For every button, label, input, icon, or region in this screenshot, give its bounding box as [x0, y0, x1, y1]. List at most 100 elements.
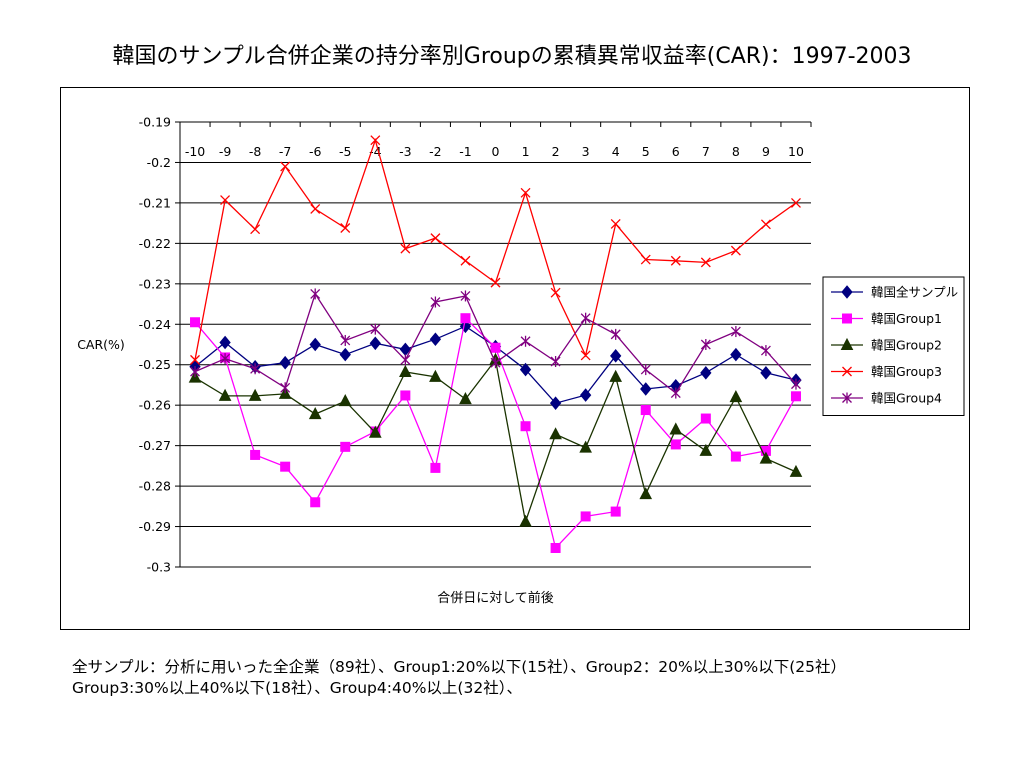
data-point — [610, 349, 622, 363]
legend-marker — [842, 366, 852, 377]
series-4 — [190, 288, 801, 399]
data-point — [460, 290, 471, 302]
legend-label: 韓国Group1 — [871, 311, 942, 326]
legend-item: 韓国全サンプル — [831, 285, 958, 300]
slide-title: 韓国のサンプル合併企業の持分率別Groupの累積異常収益率(CAR)：1997-… — [112, 44, 912, 69]
y-tick-label: -0.21 — [139, 195, 171, 210]
x-tick-label: -3 — [399, 144, 411, 159]
data-point — [490, 342, 501, 353]
data-point — [429, 332, 442, 347]
series-2 — [188, 352, 803, 527]
data-point — [670, 255, 681, 266]
legend-item: 韓国Group2 — [831, 338, 942, 353]
data-point — [279, 355, 291, 370]
data-point — [549, 396, 562, 410]
x-tick-label: -7 — [279, 144, 291, 159]
y-tick-label: -0.19 — [139, 115, 171, 130]
data-point — [429, 369, 442, 382]
data-point — [730, 347, 742, 362]
footnote: 全サンプル：分析に用いった全企業（89社）、Group1:20%以下(15社）、… — [72, 657, 846, 699]
data-point — [460, 313, 471, 324]
data-point — [250, 224, 261, 235]
x-tick-label: -6 — [309, 144, 322, 159]
legend-label: 韓国全サンプル — [871, 285, 958, 300]
footnote-line-1: 全サンプル：分析に用いった全企業（89社）、Group1:20%以下(15社）、… — [72, 658, 846, 676]
gridlines — [180, 121, 811, 568]
legend-marker — [842, 313, 852, 324]
data-point — [699, 443, 713, 456]
legend-item: 韓国Group4 — [831, 391, 942, 406]
y-tick-label: -0.2 — [147, 155, 171, 170]
data-point — [580, 312, 591, 324]
data-point — [310, 204, 321, 214]
data-point — [430, 462, 441, 473]
data-point — [369, 336, 381, 351]
x-tick-label: 2 — [552, 144, 560, 159]
x-tick-label: 10 — [788, 144, 804, 159]
legend-item: 韓国Group1 — [831, 311, 942, 326]
chart-frame: -0.19 -0.2 -0.21 -0.22 -0.23 -0.24 -0.25 -0.26 -… — [60, 87, 970, 630]
data-point — [609, 369, 623, 382]
data-point — [579, 440, 592, 453]
data-point — [280, 161, 291, 172]
y-tick-label: -0.26 — [139, 398, 171, 413]
data-point — [190, 354, 200, 365]
data-point — [248, 388, 262, 401]
data-point — [490, 357, 501, 369]
data-point — [579, 388, 592, 402]
data-point — [430, 233, 441, 244]
data-point — [340, 223, 351, 233]
data-point — [760, 366, 772, 380]
data-point — [399, 364, 412, 378]
x-tick-label: -2 — [429, 144, 441, 159]
legend-label: 韓国Group3 — [871, 364, 942, 379]
data-point — [700, 366, 712, 380]
data-point — [520, 421, 531, 432]
x-tick-label: 5 — [642, 144, 650, 159]
data-point — [759, 451, 773, 464]
data-point — [280, 382, 291, 394]
data-point — [220, 353, 231, 365]
data-point — [400, 243, 411, 254]
data-point — [640, 254, 651, 265]
data-point — [220, 195, 231, 206]
data-point — [460, 255, 471, 266]
data-point — [519, 514, 532, 527]
data-point — [730, 326, 741, 338]
data-point — [669, 422, 683, 435]
data-point — [340, 334, 351, 346]
legend-marker — [840, 337, 854, 350]
y-tick-label: -0.3 — [147, 560, 171, 575]
data-point — [580, 511, 591, 522]
data-point — [339, 347, 351, 362]
data-point — [610, 328, 621, 340]
data-point — [250, 449, 261, 460]
data-point — [729, 390, 743, 403]
data-point — [400, 354, 411, 366]
data-point — [309, 337, 321, 352]
y-tick-label: -0.28 — [139, 479, 171, 494]
data-point — [310, 288, 321, 300]
data-point — [791, 378, 801, 390]
x-tick-label: -9 — [219, 144, 232, 159]
data-point — [370, 135, 381, 146]
y-tick-label: -0.24 — [139, 317, 171, 332]
data-point — [250, 363, 261, 375]
legend-marker — [842, 392, 852, 404]
data-point — [639, 487, 653, 500]
series-3 — [190, 135, 801, 365]
data-point — [791, 197, 801, 208]
y-axis-title: CAR(%) — [77, 337, 125, 352]
data-point — [730, 245, 741, 256]
y-tick-label: -0.22 — [139, 236, 171, 251]
data-point — [219, 335, 231, 350]
data-point — [400, 390, 411, 401]
legend-marker — [841, 285, 853, 299]
series-lines — [188, 135, 803, 553]
data-point — [550, 287, 561, 298]
data-point — [218, 388, 232, 401]
data-point — [340, 441, 351, 452]
data-point — [520, 335, 531, 347]
data-point — [550, 355, 561, 367]
